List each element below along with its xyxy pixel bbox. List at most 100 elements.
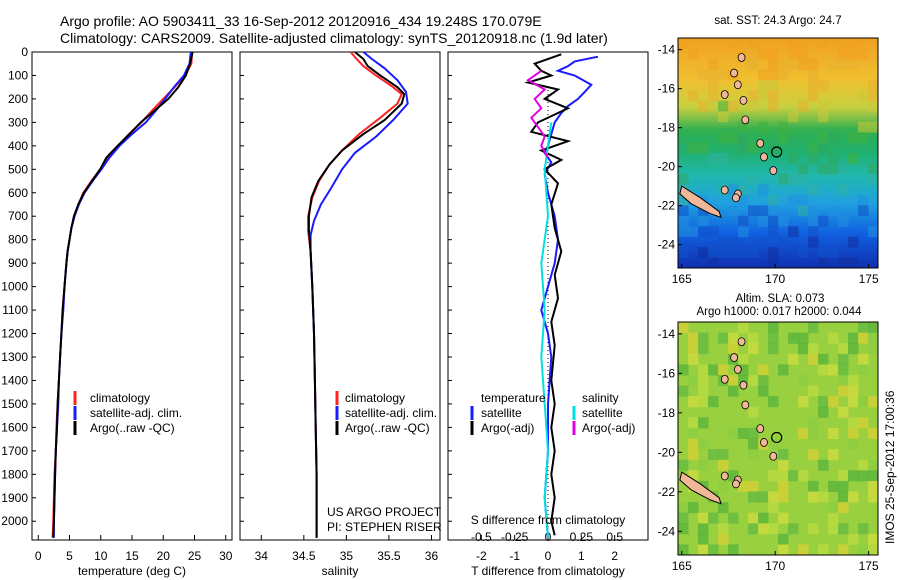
- map-y-tick-label: -22: [658, 485, 676, 499]
- legend-argo-label: Argo(..raw -QC): [90, 421, 175, 435]
- map-cell: [778, 512, 789, 524]
- map-cell: [858, 132, 869, 144]
- map-cell: [718, 533, 729, 545]
- map-cell: [688, 470, 699, 482]
- island-land: [733, 364, 742, 374]
- map-cell: [768, 90, 779, 102]
- map-cell: [698, 226, 709, 238]
- map-cell: [678, 247, 689, 259]
- map-cell: [818, 247, 829, 259]
- map-cell: [748, 491, 759, 503]
- map-cell: [748, 374, 759, 387]
- map-cell: [758, 48, 769, 60]
- map-cell: [818, 459, 829, 471]
- map-cell: [828, 449, 839, 461]
- map-cell: [868, 544, 879, 556]
- map-cell: [808, 385, 819, 397]
- map-cell: [778, 121, 789, 133]
- map-cell: [698, 417, 709, 429]
- map-cell: [768, 69, 779, 81]
- map-cell: [818, 38, 829, 49]
- map-y-tick-label: -16: [658, 366, 676, 380]
- map-cell: [678, 322, 689, 334]
- map-cell: [798, 396, 809, 408]
- map-cell: [818, 491, 829, 503]
- map-cell: [728, 385, 739, 397]
- x-tick-label: 5: [66, 549, 73, 563]
- map-cell: [748, 512, 759, 524]
- map-cell: [838, 374, 849, 387]
- map-cell: [748, 523, 759, 535]
- map-cell: [828, 480, 839, 492]
- map-cell: [868, 90, 879, 102]
- map-cell: [798, 427, 809, 439]
- map-cell: [808, 90, 819, 102]
- map-cell: [778, 470, 789, 482]
- map-cell: [728, 544, 739, 556]
- map-cell: [698, 533, 709, 545]
- map-cell: [778, 459, 789, 471]
- s-tick-label: -0.25: [501, 530, 529, 544]
- map-cell: [788, 48, 799, 60]
- map-cell: [768, 205, 779, 217]
- map-cell: [748, 343, 759, 355]
- depth-tick-label: 1300: [1, 350, 28, 364]
- island-land: [760, 152, 768, 162]
- salinity-axis-label: salinity: [322, 564, 359, 578]
- map-cell: [788, 194, 799, 206]
- map-cell: [708, 226, 719, 238]
- map-cell: [848, 470, 859, 482]
- map-cell: [848, 343, 859, 355]
- x-tick-label: 34: [255, 549, 269, 563]
- map-cell: [828, 163, 839, 175]
- map-x-tick-label: 165: [672, 272, 692, 286]
- map-cell: [778, 480, 789, 492]
- map-cell: [758, 374, 769, 387]
- map-cell: [778, 173, 789, 185]
- map-cell: [838, 184, 849, 196]
- map-cell: [688, 396, 699, 408]
- legend-satellite-label: satellite-adj. clim.: [90, 406, 182, 420]
- map-cell: [728, 470, 739, 482]
- map-cell: [728, 184, 739, 196]
- map-cell: [678, 544, 689, 556]
- map-cell: [788, 353, 799, 365]
- map-cell: [868, 480, 879, 492]
- map-cell: [808, 417, 819, 429]
- map-cell: [828, 153, 839, 164]
- map-cell: [838, 502, 849, 514]
- difference-legend: temperature satellite Argo(-adj) salinit…: [470, 391, 635, 435]
- map-cell: [748, 100, 759, 112]
- map-y-tick-label: -20: [658, 160, 676, 174]
- island-land: [737, 53, 746, 62]
- map-cell: [818, 215, 829, 227]
- map-cell: [728, 247, 739, 259]
- island-land: [733, 80, 742, 90]
- map-cell: [718, 111, 729, 123]
- s-difference-axis-label: S difference from climatology: [471, 513, 626, 527]
- map-cell: [698, 69, 709, 81]
- map-cell: [738, 121, 749, 133]
- map-cell: [758, 90, 769, 102]
- map-cell: [808, 427, 819, 439]
- imos-timestamp: IMOS 25-Sep-2012 17:00:36: [883, 390, 897, 544]
- map-cell: [838, 353, 849, 365]
- map-cell: [768, 79, 779, 91]
- island-land: [720, 374, 729, 384]
- depth-tick-label: 800: [8, 233, 28, 247]
- map-cell: [708, 100, 719, 112]
- map-cell: [808, 79, 819, 91]
- map-cell: [748, 332, 759, 344]
- map-cell: [768, 523, 779, 535]
- depth-tick-label: 1800: [1, 467, 28, 481]
- x-tick-label: 0: [35, 549, 42, 563]
- map-cell: [768, 343, 779, 355]
- map-cell: [818, 163, 829, 175]
- map-cell: [838, 406, 849, 418]
- island-land: [760, 438, 768, 447]
- map-cell: [808, 322, 819, 334]
- map-cell: [778, 69, 789, 81]
- map-cell: [708, 90, 719, 102]
- map-y-tick-label: -24: [658, 524, 676, 538]
- x-tick-label: 1: [578, 549, 585, 563]
